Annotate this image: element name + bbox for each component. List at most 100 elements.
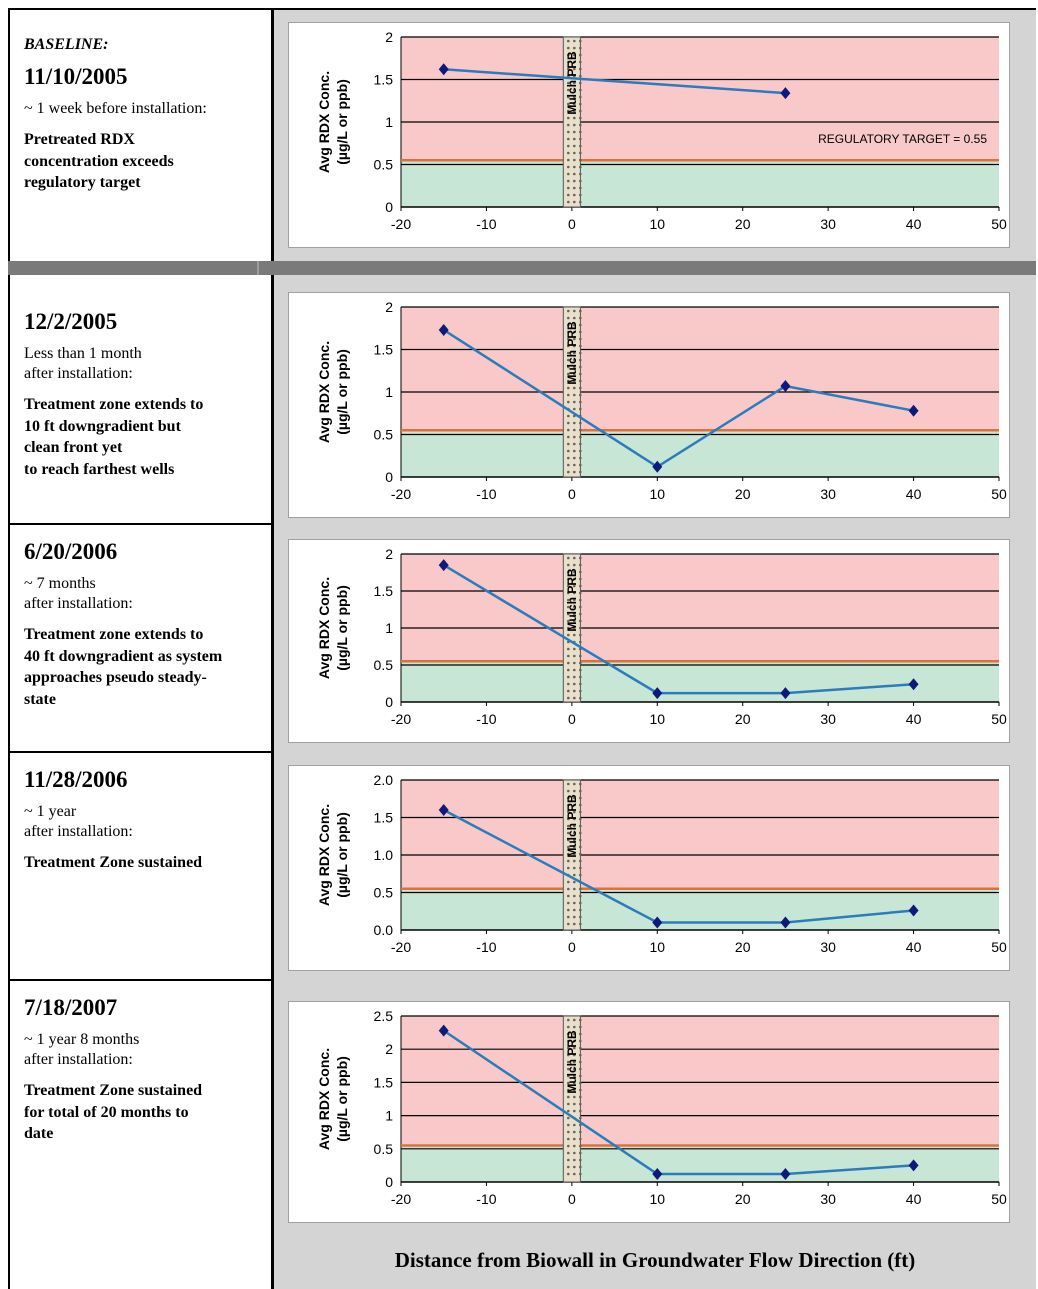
mulch-texture-dot (579, 668, 582, 672)
x-tick-label: 50 (991, 939, 1007, 955)
mulch-texture-dot (573, 880, 576, 884)
y-tick-label: 0 (385, 469, 393, 485)
y-tick-label: 0 (385, 694, 393, 710)
mulch-texture-dot (567, 1046, 570, 1050)
mulch-texture-dot (567, 1158, 570, 1162)
mulch-texture-dot (567, 817, 570, 821)
mulch-texture-dot (573, 894, 576, 898)
mulch-texture-dot (567, 838, 570, 842)
mulch-texture-dot (567, 330, 570, 334)
mulch-texture-dot (579, 1151, 582, 1155)
exceedance-zone (401, 1016, 999, 1146)
mulch-texture-dot (567, 1032, 570, 1036)
mulch-texture-dot (573, 130, 576, 134)
y-tick-label: 0.5 (374, 157, 394, 173)
mulch-texture-dot (567, 1123, 570, 1127)
mulch-texture-dot (567, 365, 570, 369)
mulch-texture-dot (567, 696, 570, 700)
row-2-chart-cell: 0 0.5 1 1.5 2 -20 -10 0 10 20 30 40 50 Mulch PRB Avg R… (274, 275, 1036, 525)
mulch-texture-dot (579, 116, 582, 120)
mulch-texture-dot (579, 393, 582, 397)
y-tick-label: 0.0 (374, 922, 394, 938)
row-3-chart-cell: 0 0.5 1 1.5 2 -20 -10 0 10 20 30 40 50 Mulch PRB Avg R… (274, 525, 1036, 753)
mulch-texture-dot (573, 605, 576, 609)
mulch-texture-dot (573, 915, 576, 919)
mulch-texture-dot (567, 323, 570, 327)
mulch-texture-dot (579, 1074, 582, 1078)
mulch-texture-dot (579, 193, 582, 197)
mulch-texture-dot (579, 598, 582, 602)
y-tick-label: 1.5 (374, 810, 394, 826)
y-tick-label: 1 (385, 1108, 393, 1124)
mulch-texture-dot (573, 393, 576, 397)
mulch-texture-dot (567, 158, 570, 162)
mulch-texture-dot (573, 46, 576, 50)
y-axis-label: (µg/L or ppb) (334, 812, 350, 898)
x-tick-label: 50 (991, 711, 1007, 727)
mulch-texture-dot (567, 880, 570, 884)
mulch-texture-dot (573, 372, 576, 376)
mulch-texture-dot (573, 908, 576, 912)
mulch-texture-dot (573, 74, 576, 78)
mulch-texture-dot (567, 67, 570, 71)
data-point (438, 559, 449, 572)
mulch-texture-dot (579, 661, 582, 665)
mulch-texture-dot (579, 309, 582, 313)
mulch-texture-dot (573, 316, 576, 320)
mulch-texture-dot (573, 1102, 576, 1106)
mulch-texture-dot (579, 449, 582, 453)
mulch-texture-dot (579, 165, 582, 169)
mulch-texture-dot (579, 570, 582, 574)
mulch-texture-dot (579, 789, 582, 793)
mulch-texture-dot (579, 470, 582, 474)
data-point (438, 323, 449, 336)
y-tick-label: 2 (385, 1041, 393, 1057)
mulch-prb-bar (562, 1015, 581, 1183)
row-date: 11/10/2005 (24, 64, 128, 89)
mulch-texture-dot (573, 1109, 576, 1113)
row-divider (8, 751, 271, 753)
mulch-texture-dot (567, 386, 570, 390)
mulch-texture-dot (573, 102, 576, 106)
mulch-texture-dot (579, 803, 582, 807)
mulch-texture-dot (573, 1074, 576, 1078)
mulch-texture-dot (573, 1123, 576, 1127)
x-tick-label: 30 (820, 939, 836, 955)
mulch-texture-dot (579, 372, 582, 376)
row-subtitle: ~ 1 year 8 months after installation: (24, 1031, 140, 1069)
chart-panel-4: 0.0 0.5 1.0 1.5 2.0 -20 -10 0 10 20 30 40 50 Mulch PR… (288, 765, 1010, 971)
mulch-texture-dot (573, 193, 576, 197)
x-tick-label: -10 (476, 486, 496, 502)
mulch-texture-dot (573, 838, 576, 842)
x-tick-label: 0 (568, 939, 576, 955)
mulch-texture-dot (573, 845, 576, 849)
mulch-texture-dot (579, 873, 582, 877)
mulch-texture-dot (579, 137, 582, 141)
x-tick-label: 50 (991, 216, 1007, 232)
mulch-texture-dot (567, 626, 570, 630)
mulch-texture-dot (567, 810, 570, 814)
mulch-texture-dot (573, 1158, 576, 1162)
mulch-texture-dot (579, 696, 582, 700)
mulch-texture-dot (573, 200, 576, 204)
row-1-chart-cell: 0 0.5 1 1.5 2 -20 -10 0 10 20 30 40 50 REGULATORY TAR… (274, 10, 1036, 261)
series-line (443, 1029, 914, 1176)
mulch-texture-dot (573, 442, 576, 446)
mulch-texture-dot (579, 151, 582, 155)
x-tick-label: 0 (568, 216, 576, 232)
mulch-texture-dot (573, 1060, 576, 1064)
series-line (443, 68, 786, 95)
mulch-texture-dot (579, 53, 582, 57)
mulch-texture-dot (579, 379, 582, 383)
mulch-texture-dot (567, 442, 570, 446)
mulch-texture-dot (579, 60, 582, 64)
mulch-texture-dot (567, 845, 570, 849)
y-tick-label: 1.5 (374, 583, 394, 599)
row-date: 12/2/2005 (24, 309, 118, 334)
mulch-texture-dot (573, 1137, 576, 1141)
mulch-texture-dot (579, 1032, 582, 1036)
mulch-texture-dot (567, 633, 570, 637)
mulch-texture-dot (579, 682, 582, 686)
y-axis-label: (µg/L or ppb) (334, 349, 350, 435)
baseline-separator (8, 261, 1036, 275)
